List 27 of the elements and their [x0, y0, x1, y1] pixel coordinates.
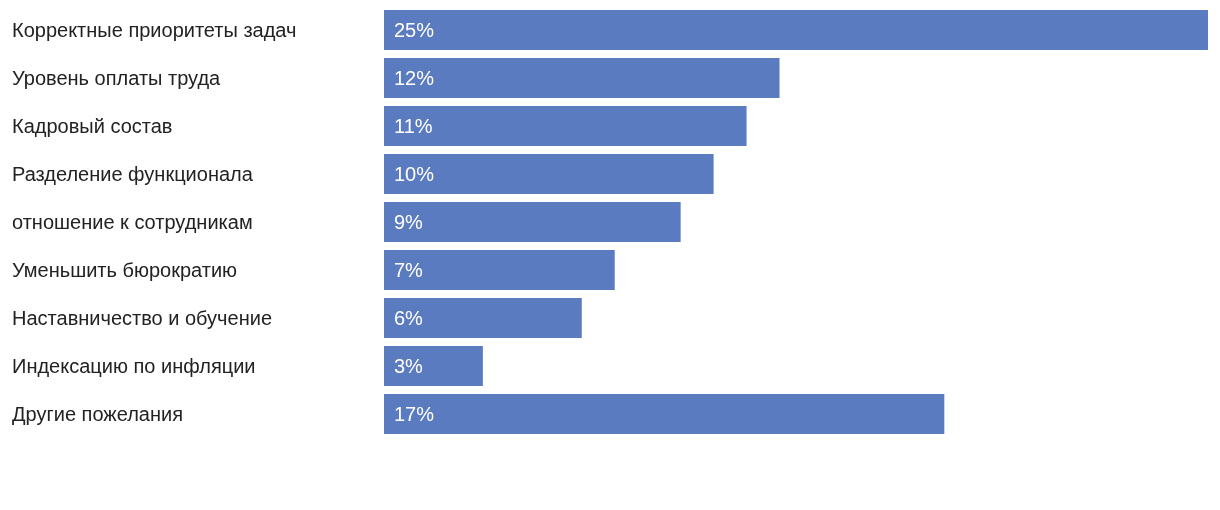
bar	[384, 202, 681, 242]
bar	[384, 106, 747, 146]
data-label: 7%	[394, 259, 424, 281]
data-label: 6%	[394, 307, 424, 329]
data-label: 12%	[394, 67, 435, 89]
y-tick-label: Индексацию по инфляции	[12, 355, 256, 377]
data-label: 3%	[394, 355, 424, 377]
y-tick-label: Разделение функционала	[12, 163, 254, 185]
data-label: 25%	[394, 19, 435, 41]
bar	[384, 250, 615, 290]
bar	[384, 154, 714, 194]
bar	[384, 394, 945, 434]
y-tick-label: отношение к сотрудникам	[12, 211, 253, 233]
y-tick-label: Корректные приоритеты задач	[12, 19, 297, 41]
bar	[384, 346, 483, 386]
y-tick-label: Кадровый состав	[12, 115, 173, 137]
bar	[384, 58, 780, 98]
y-tick-label: Уменьшить бюрократию	[12, 259, 238, 281]
data-label: 9%	[394, 211, 424, 233]
data-label: 11%	[394, 115, 433, 137]
data-label: 17%	[394, 403, 435, 425]
y-tick-label: Другие пожелания	[12, 403, 183, 425]
bar	[384, 298, 582, 338]
y-tick-label: Уровень оплаты труда	[12, 67, 222, 89]
bar	[384, 10, 1208, 50]
data-label: 10%	[394, 163, 435, 185]
y-tick-label: Наставничество и обучение	[12, 307, 272, 329]
